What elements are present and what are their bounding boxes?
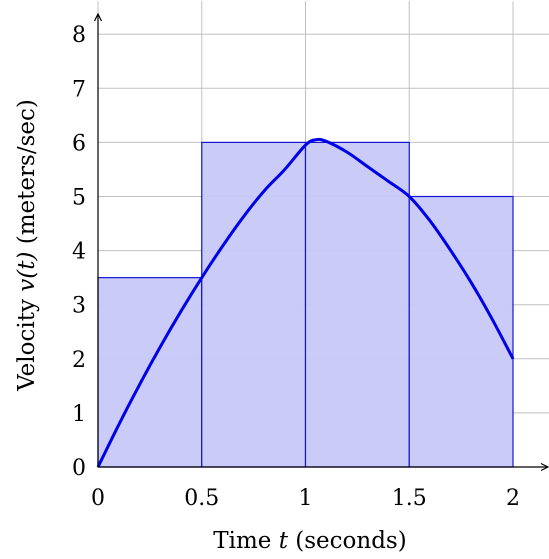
x-tick-label: 0 (91, 486, 105, 511)
y-tick-label: 5 (72, 186, 86, 211)
riemann-rect-4 (408, 195, 514, 468)
y-tick-labels: 0 1 2 3 4 5 6 7 8 (72, 23, 86, 481)
riemann-rectangles (97, 141, 514, 468)
y-tick-label: 7 (72, 77, 86, 102)
velocity-curve (96, 137, 515, 468)
y-tick-label: 2 (72, 348, 86, 373)
x-tick-labels: 0 0.5 1 1.5 2 (91, 486, 520, 511)
x-axis-arrow (540, 462, 549, 472)
y-tick-label: 6 (72, 131, 86, 156)
x-tick-label: 2 (506, 486, 520, 511)
y-tick-label: 1 (72, 402, 86, 427)
y-axis-title: Velocity v(t) (meters/sec) (14, 99, 40, 392)
axes (93, 12, 549, 472)
x-tick-label: 1.5 (392, 486, 427, 511)
y-tick-label: 0 (72, 456, 86, 481)
riemann-rect-3 (304, 141, 410, 468)
y-tick-label: 3 (72, 294, 86, 319)
y-tick-label: 8 (72, 23, 86, 48)
x-tick-label: 0.5 (184, 486, 219, 511)
riemann-rect-2 (201, 141, 307, 468)
y-axis-arrow (93, 12, 103, 22)
y-tick-label: 4 (72, 240, 86, 265)
x-axis-title: Time t (seconds) (213, 528, 406, 554)
x-tick-label: 1 (299, 486, 313, 511)
